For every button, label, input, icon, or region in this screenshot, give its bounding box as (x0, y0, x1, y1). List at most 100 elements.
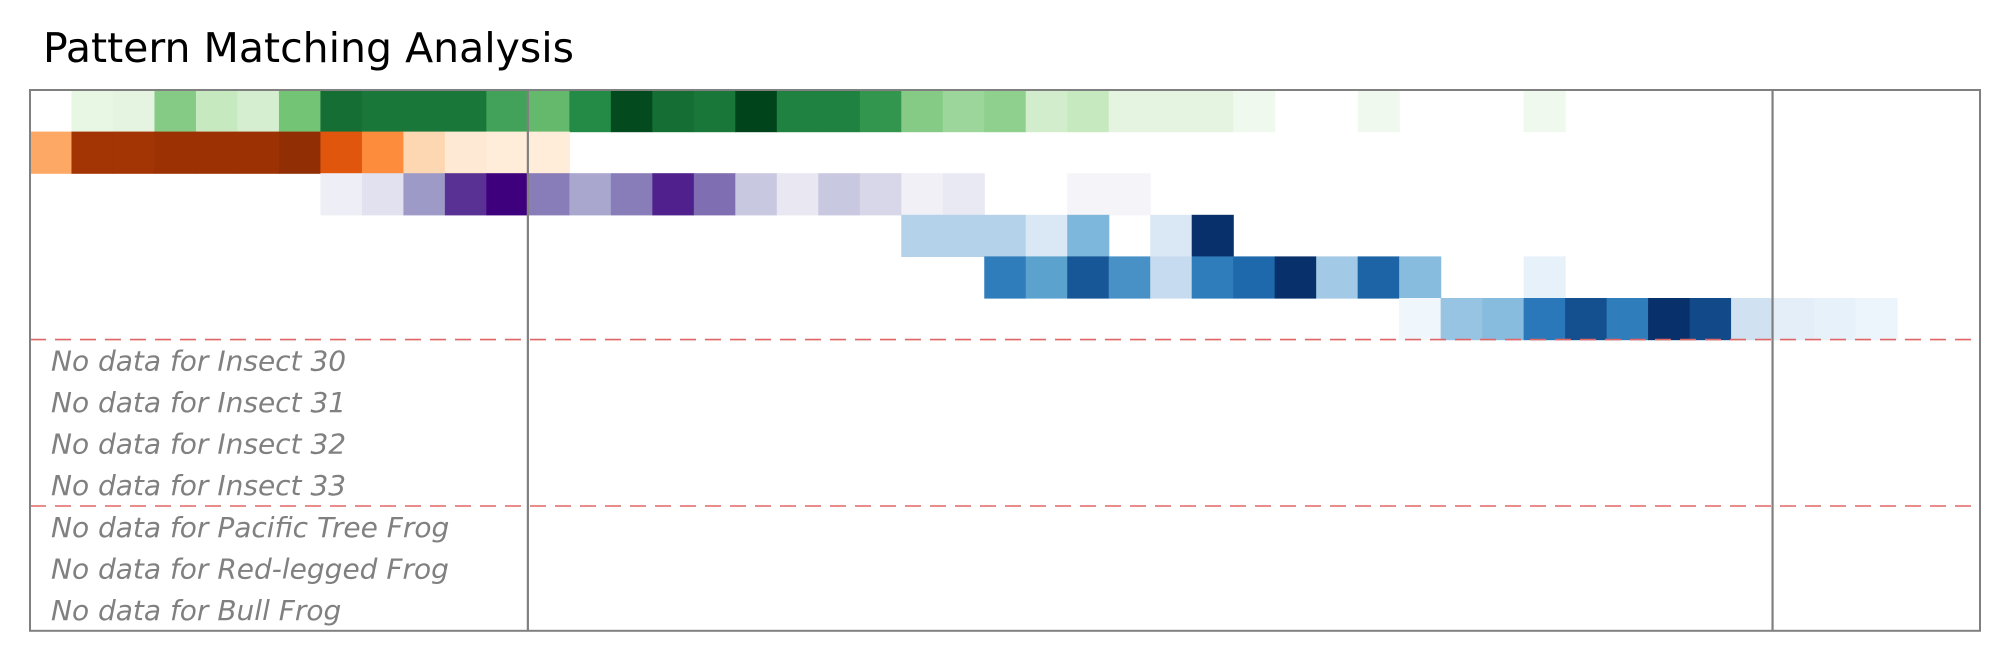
heatmap-cell-r1-c12 (527, 131, 570, 174)
heatmap-cell-r0-c12 (527, 90, 570, 133)
heatmap-cell-r2-c26 (1108, 173, 1151, 216)
heatmap-cell-r2-c16 (693, 173, 736, 216)
heatmap-cell-r5-c43 (1814, 298, 1857, 341)
heatmap-cell-r2-c13 (569, 173, 612, 216)
heatmap-cell-r3-c24 (1025, 214, 1068, 257)
heatmap-cell-r5-c36 (1523, 298, 1566, 341)
heatmap-cell-r1-c5 (237, 131, 280, 174)
heatmap-cell-r1-c8 (361, 131, 404, 174)
chart-title: Pattern Matching Analysis (43, 24, 574, 72)
heatmap-cell-r4-c30 (1274, 256, 1317, 299)
heatmap-cell-r2-c21 (901, 173, 944, 216)
heatmap-cell-r1-c1 (71, 131, 114, 174)
heatmap-cell-r0-c21 (901, 90, 944, 133)
heatmap-cell-r3-c28 (1191, 214, 1234, 257)
heatmap-cell-r3-c23 (984, 214, 1027, 257)
heatmap-cell-r0-c13 (569, 90, 612, 133)
heatmap-cell-r3-c25 (1067, 214, 1110, 257)
heatmap-cell-r0-c20 (859, 90, 902, 133)
heatmap-cell-r4-c28 (1191, 256, 1234, 299)
heatmap-cell-r2-c17 (735, 173, 778, 216)
heatmap-cell-r2-c8 (361, 173, 404, 216)
heatmap-cell-r0-c25 (1067, 90, 1110, 133)
heatmap-cell-r0-c36 (1523, 90, 1566, 133)
heatmap-cell-r0-c10 (444, 90, 487, 133)
chart-lines (29, 89, 1981, 632)
heatmap-cell-r2-c7 (320, 173, 363, 216)
heatmap-cell-r0-c14 (610, 90, 653, 133)
heatmap-cell-r2-c15 (652, 173, 695, 216)
heatmap-cell-r4-c29 (1233, 256, 1276, 299)
heatmap-cell-r0-c5 (237, 90, 280, 133)
heatmap-cell-r4-c24 (1025, 256, 1068, 299)
heatmap-cell-r1-c3 (154, 131, 197, 174)
heatmap-cell-r0-c24 (1025, 90, 1068, 133)
heatmap-cell-r1-c2 (112, 131, 156, 174)
plot-frame (29, 89, 1981, 632)
heatmap-cell-r4-c32 (1357, 256, 1400, 299)
heatmap-cell-r5-c39 (1648, 298, 1691, 341)
heatmap-cell-r2-c14 (610, 173, 653, 216)
heatmap-cell-r0-c6 (278, 90, 322, 133)
heatmap-cell-r0-c15 (652, 90, 695, 133)
heatmap-cell-r0-c22 (942, 90, 985, 133)
heatmap-cell-r4-c25 (1067, 256, 1110, 299)
heatmap-cell-r1-c10 (444, 131, 487, 174)
heatmap-cell-r5-c37 (1565, 298, 1608, 341)
no-data-label: No data for Insect 31 (51, 386, 346, 419)
heatmap-cell-r5-c38 (1606, 298, 1649, 341)
heatmap-cell-r0-c1 (71, 90, 114, 133)
heatmap-cell-r3-c27 (1150, 214, 1193, 257)
heatmap-cell-r1-c7 (320, 131, 363, 174)
heatmap-cell-r5-c44 (1855, 298, 1898, 341)
heatmap-cell-r5-c42 (1772, 298, 1815, 341)
heatmap-cell-r4-c33 (1399, 256, 1442, 299)
heatmap-cell-r5-c34 (1440, 298, 1483, 341)
heatmap-cell-r0-c23 (984, 90, 1027, 133)
heatmap-cell-r4-c36 (1523, 256, 1566, 299)
no-data-label: No data for Insect 32 (51, 428, 346, 461)
heatmap-cell-r2-c11 (486, 173, 529, 216)
heatmap-cell-r0-c18 (776, 90, 819, 133)
heatmap-cell-r2-c9 (403, 173, 446, 216)
heatmap-cell-r0-c8 (361, 90, 404, 133)
heatmap-cell-r1-c4 (195, 131, 239, 174)
heatmap-cell-r2-c22 (942, 173, 985, 216)
heatmap-cell-r0-c4 (195, 90, 239, 133)
no-data-label: No data for Red-legged Frog (51, 552, 449, 585)
heatmap-cell-r0-c27 (1150, 90, 1193, 133)
heatmap-cell-r1-c0 (30, 131, 73, 174)
heatmap-cell-r4-c23 (984, 256, 1027, 299)
heatmap-cell-r2-c12 (527, 173, 570, 216)
heatmap-cell-r5-c33 (1399, 298, 1442, 341)
no-data-label: No data for Insect 30 (51, 344, 346, 377)
heatmap-cell-r2-c25 (1067, 173, 1110, 216)
heatmap-cell-r1-c11 (486, 131, 529, 174)
heatmap-cell-r0-c29 (1233, 90, 1276, 133)
heatmap-cell-r1-c6 (278, 131, 322, 174)
heatmap-cell-r0-c11 (486, 90, 529, 133)
heatmap-cell-r1-c9 (403, 131, 446, 174)
heatmap-cell-r0-c16 (693, 90, 736, 133)
heatmap-cell-r0-c9 (403, 90, 446, 133)
heatmap-cells (30, 90, 1898, 341)
no-data-labels: No data for Insect 30 No data for Insect … (51, 344, 449, 627)
heatmap-cell-r0-c2 (112, 90, 156, 133)
heatmap-cell-r0-c26 (1108, 90, 1151, 133)
heatmap-cell-r4-c26 (1108, 256, 1151, 299)
heatmap-cell-r3-c22 (942, 214, 985, 257)
no-data-label: No data for Insect 33 (51, 469, 346, 502)
heatmap-cell-r5-c35 (1482, 298, 1525, 341)
heatmap-cell-r0-c19 (818, 90, 861, 133)
heatmap-cell-r5-c40 (1689, 298, 1732, 341)
no-data-label: No data for Bull Frog (51, 594, 341, 627)
heatmap-cell-r4-c27 (1150, 256, 1193, 299)
heatmap-cell-r0-c32 (1357, 90, 1400, 133)
heatmap-cell-r2-c18 (776, 173, 819, 216)
heatmap-cell-r2-c10 (444, 173, 487, 216)
heatmap-cell-r0-c3 (154, 90, 197, 133)
heatmap-cell-r4-c31 (1316, 256, 1359, 299)
no-data-label: No data for Pacific Tree Frog (51, 511, 449, 544)
heatmap-cell-r0-c17 (735, 90, 778, 133)
